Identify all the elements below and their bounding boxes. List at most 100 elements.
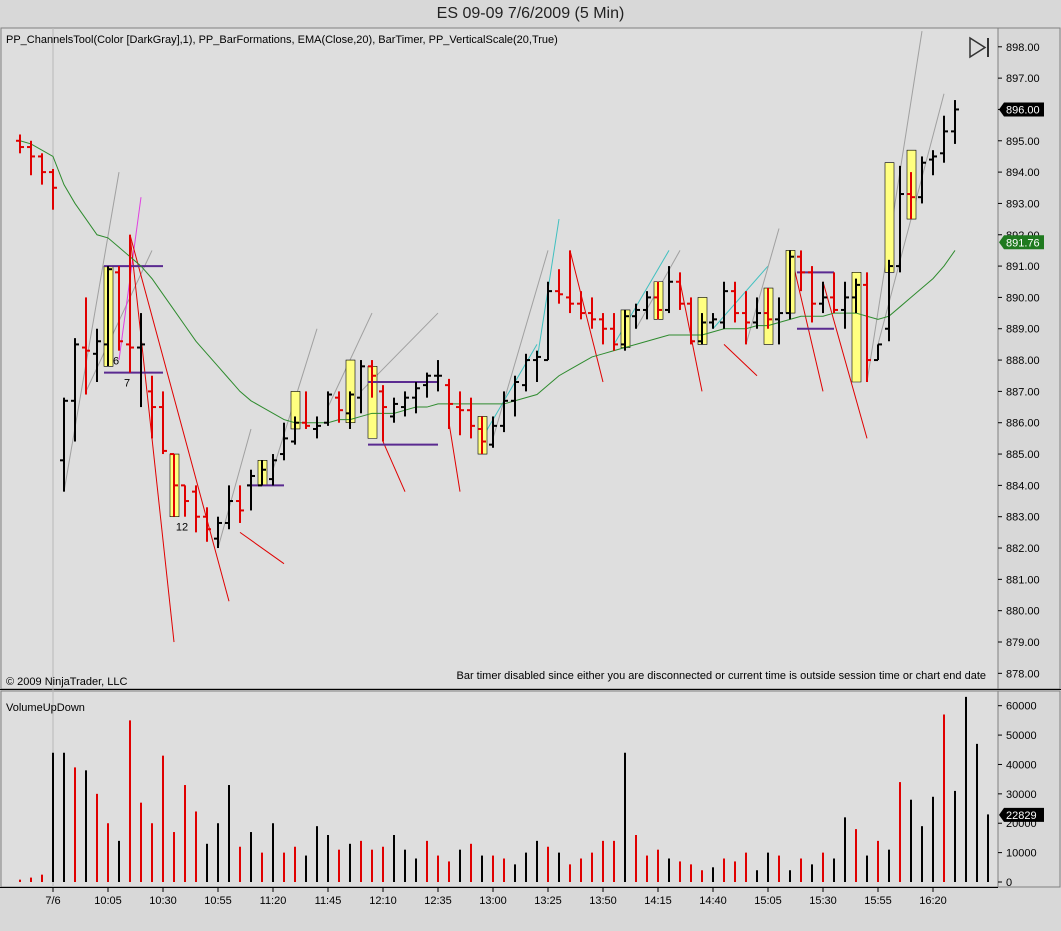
time-axis-ticks: 7/6 10:05 10:30 10:55 11:20 11:45 12:10 12:35 13… (45, 887, 947, 907)
price-tick-label: 889.00 (1006, 324, 1040, 336)
price-bar (192, 485, 200, 533)
time-tick-label: 14:40 (699, 895, 727, 907)
price-bar (951, 100, 959, 144)
channel-ray (129, 234, 230, 602)
price-bar (302, 391, 310, 429)
price-bar (357, 360, 365, 414)
price-bar (687, 297, 695, 345)
price-bar (797, 250, 805, 292)
price-bar (698, 313, 706, 345)
price-bar (159, 391, 167, 455)
price-bar (819, 281, 827, 314)
time-tick-label: 10:30 (149, 895, 177, 907)
price-bar (489, 416, 497, 448)
price-bar (71, 338, 79, 442)
price-bar (258, 460, 266, 487)
price-tick-label: 898.00 (1006, 42, 1040, 54)
formation-highlight (290, 391, 301, 430)
price-tick-label: 895.00 (1006, 136, 1040, 148)
price-bar (841, 281, 849, 329)
price-bar (500, 391, 508, 433)
price-bar (291, 416, 299, 445)
volume-tick-label: 60000 (1006, 701, 1037, 713)
price-bar (225, 485, 233, 530)
price-bar (115, 266, 123, 351)
price-tick-label: 886.00 (1006, 418, 1040, 430)
volume-axis[interactable] (997, 690, 1061, 888)
price-bar (445, 378, 453, 429)
skip-to-end-icon[interactable] (966, 34, 994, 62)
price-tick-label: 887.00 (1006, 386, 1040, 398)
bar-count-labels: 67 12 (113, 356, 188, 534)
price-tick-label: 890.00 (1006, 292, 1040, 304)
price-bar (456, 391, 464, 436)
price-bar (929, 150, 937, 176)
price-bar (390, 397, 398, 423)
bar-count-label: 6 (113, 356, 119, 368)
price-bar (181, 484, 189, 517)
price-bar (775, 297, 783, 345)
price-axis[interactable] (997, 27, 1061, 690)
price-tick-label: 891.00 (1006, 261, 1040, 273)
price-bars (16, 100, 959, 549)
price-bar (566, 250, 574, 314)
price-bar (940, 115, 948, 163)
volume-tick-label: 30000 (1006, 789, 1037, 801)
price-tick-label: 894.00 (1006, 167, 1040, 179)
time-tick-label: 12:35 (424, 895, 452, 907)
price-tick-label: 884.00 (1006, 480, 1040, 492)
volume-panel[interactable] (0, 690, 999, 888)
price-bar (148, 375, 156, 439)
price-bar (786, 250, 794, 320)
time-tick-label: 16:20 (919, 895, 947, 907)
price-bar (93, 328, 101, 382)
channel-ray (822, 281, 868, 439)
price-bar (533, 350, 541, 382)
price-bar (16, 134, 24, 154)
formation-highlight (884, 162, 895, 273)
bar-count-label: 7 (124, 378, 130, 390)
volume-tick-label: 40000 (1006, 759, 1037, 771)
price-tick-label: 878.00 (1006, 668, 1040, 680)
price-bar (808, 266, 816, 323)
price-bar (709, 313, 717, 329)
volume-bars (19, 696, 989, 882)
price-tick-label: 885.00 (1006, 449, 1040, 461)
channel-ray (63, 172, 120, 492)
last-price-label: 896.00 (1006, 104, 1040, 116)
copyright-text: © 2009 NinjaTrader, LLC (6, 676, 127, 688)
price-bar (522, 353, 530, 392)
price-bar (137, 313, 145, 408)
channel-ray (569, 250, 604, 383)
price-panel[interactable] (0, 27, 999, 690)
formation-highlight (367, 366, 378, 439)
time-tick-label: 15:05 (754, 895, 782, 907)
price-bar (599, 313, 607, 345)
price-bar (896, 165, 904, 273)
price-bar (863, 272, 871, 382)
last-volume-marker: 22829 (999, 807, 1044, 822)
volume-panel-label: VolumeUpDown (6, 702, 85, 714)
price-bar (214, 516, 222, 549)
price-bar (82, 297, 90, 395)
time-tick-label: 13:25 (534, 895, 562, 907)
price-bar (38, 153, 46, 185)
price-bar (269, 454, 277, 486)
time-tick-label: 7/6 (45, 895, 60, 907)
time-tick-label: 11:45 (315, 895, 342, 907)
time-tick-label: 13:50 (589, 895, 617, 907)
price-bar (313, 416, 321, 439)
ema-value-marker: 891.76 (999, 235, 1044, 250)
price-bar (643, 291, 651, 320)
bar-count-label: 12 (176, 522, 188, 534)
price-bar (467, 397, 475, 439)
time-tick-label: 12:10 (369, 895, 397, 907)
price-bar (49, 168, 57, 210)
volume-tick-label: 50000 (1006, 730, 1037, 742)
last-price-marker: 896.00 (999, 102, 1044, 117)
price-bar (621, 309, 629, 351)
time-tick-label: 15:55 (864, 895, 892, 907)
channel-ray (217, 428, 252, 549)
channel-ray (492, 250, 549, 439)
